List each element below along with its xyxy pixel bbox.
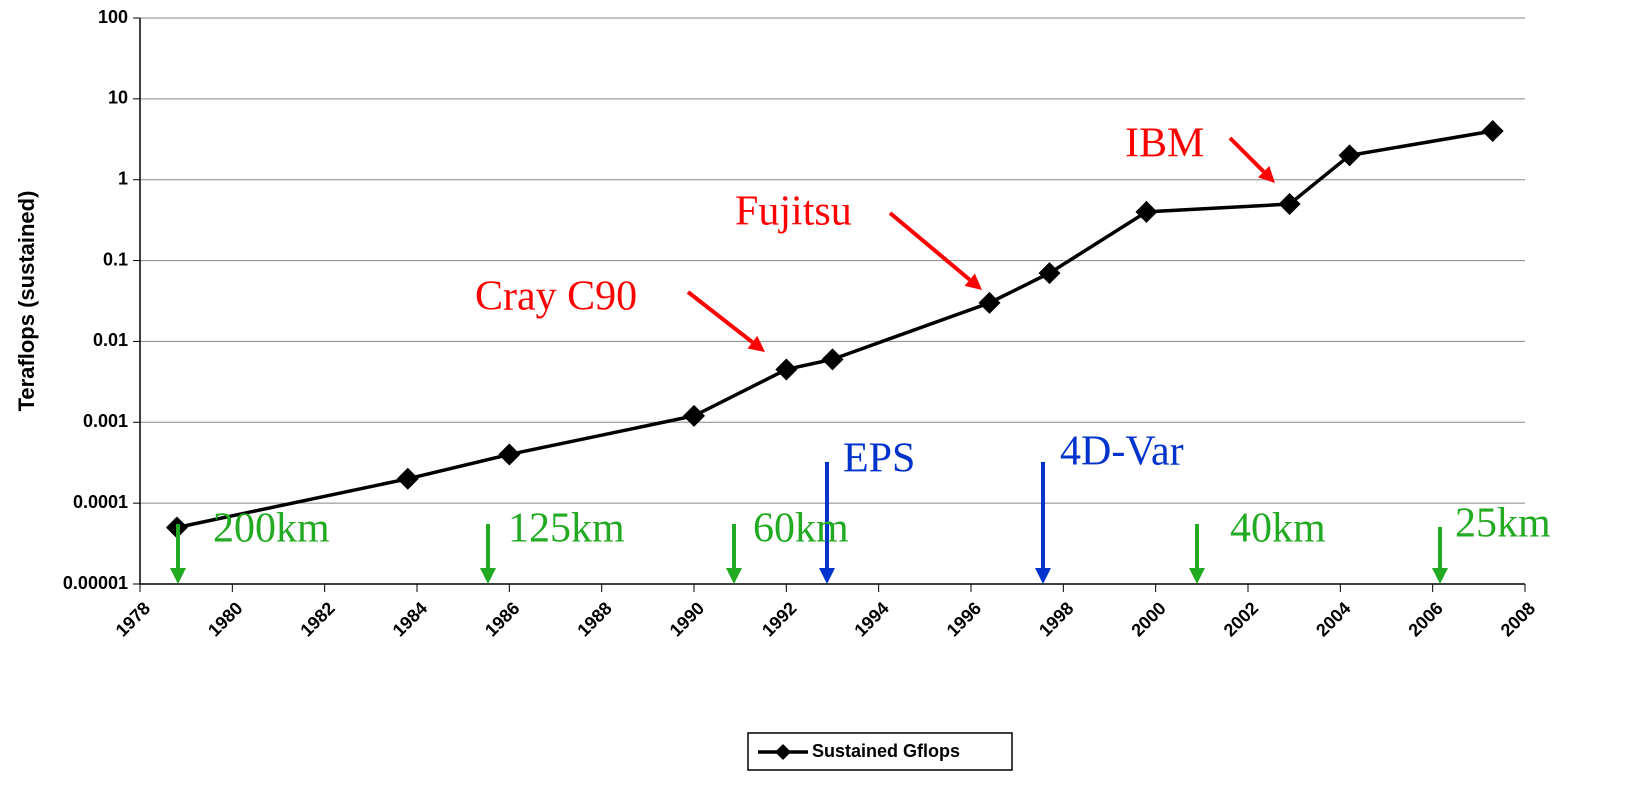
annotation-arrowhead — [1432, 568, 1448, 584]
x-tick-label: 2000 — [1127, 598, 1169, 640]
x-tick-label: 2006 — [1404, 598, 1446, 640]
annotation-arrowhead — [747, 335, 765, 352]
annotation: EPS — [843, 436, 915, 482]
annotation-arrowhead — [819, 568, 835, 584]
y-axis-label: Teraflops (sustained) — [14, 191, 39, 412]
x-tick-label: 1986 — [481, 598, 523, 640]
x-tick-label: 1988 — [573, 598, 615, 640]
x-tick-label: 1998 — [1035, 598, 1077, 640]
marker — [1135, 200, 1158, 223]
annotation-arrow — [888, 211, 972, 282]
annotation-arrowhead — [1189, 568, 1205, 584]
x-tick-label: 1996 — [943, 598, 985, 640]
marker — [978, 291, 1001, 314]
marker — [498, 443, 521, 466]
x-tick-label: 1994 — [850, 598, 892, 640]
x-tick-label: 2002 — [1220, 598, 1262, 640]
y-tick-label: 0.00001 — [63, 573, 128, 593]
x-tick-label: 1984 — [389, 598, 431, 640]
y-tick-label: 0.1 — [103, 249, 128, 269]
annotation: IBM — [1125, 121, 1204, 167]
annotation: Cray C90 — [475, 274, 637, 320]
annotation-arrow — [1228, 136, 1266, 174]
annotation-arrow — [686, 290, 754, 344]
annotation: 125km — [508, 506, 625, 552]
x-tick-label: 2008 — [1497, 598, 1539, 640]
annotation-arrowhead — [726, 568, 742, 584]
y-tick-label: 0.001 — [83, 411, 128, 431]
marker — [1278, 193, 1301, 216]
x-tick-label: 2004 — [1312, 598, 1354, 640]
legend-marker — [775, 744, 791, 760]
marker — [775, 358, 798, 381]
annotation: 4D-Var — [1060, 429, 1184, 475]
marker — [1338, 144, 1361, 167]
marker — [1038, 262, 1061, 285]
annotation-arrowhead — [170, 568, 186, 584]
x-tick-label: 1978 — [112, 598, 154, 640]
annotation: Fujitsu — [735, 189, 852, 235]
annotation: 60km — [753, 506, 849, 552]
annotation: 200km — [213, 506, 330, 552]
annotation-arrowhead — [1258, 166, 1275, 183]
y-tick-label: 0.01 — [93, 330, 128, 350]
legend-label: Sustained Gflops — [812, 741, 960, 761]
y-tick-label: 0.0001 — [73, 492, 128, 512]
x-tick-label: 1982 — [296, 598, 338, 640]
marker — [683, 404, 705, 427]
marker — [1481, 120, 1504, 143]
y-tick-label: 1 — [118, 168, 128, 188]
annotation-arrowhead — [1035, 568, 1051, 584]
x-tick-label: 1980 — [204, 598, 246, 640]
series-line — [176, 129, 1493, 530]
marker — [821, 348, 844, 371]
x-tick-label: 1992 — [758, 598, 800, 640]
y-tick-label: 100 — [98, 7, 128, 27]
annotation-arrowhead — [964, 273, 982, 290]
annotation-arrowhead — [480, 568, 496, 584]
y-tick-label: 10 — [108, 88, 128, 108]
x-tick-label: 1990 — [666, 598, 708, 640]
annotation: 40km — [1230, 506, 1326, 552]
annotation: 25km — [1455, 501, 1551, 547]
marker — [396, 467, 419, 490]
